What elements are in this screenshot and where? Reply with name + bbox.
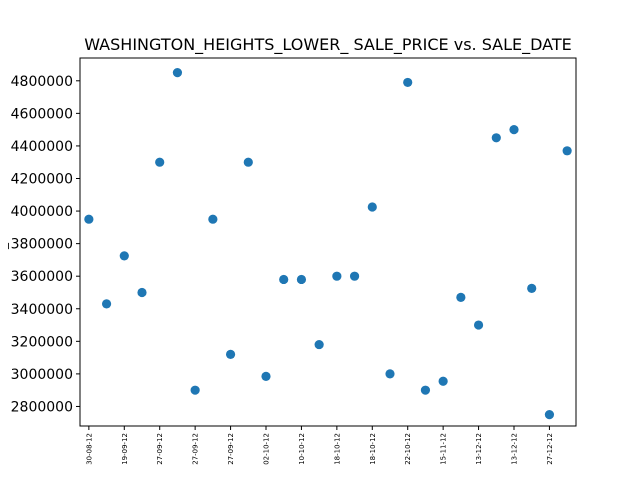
- x-tick-label: 18-10-12: [369, 433, 377, 465]
- data-point: [491, 133, 501, 143]
- y-tick-label: 2800000: [11, 399, 73, 415]
- data-point: [544, 410, 555, 420]
- data-point: [190, 385, 200, 395]
- y-tick-label: 4600000: [11, 106, 73, 122]
- x-tick-label: 13-12-12: [475, 433, 483, 465]
- y-tick-label: 3200000: [11, 334, 73, 350]
- y-ticks: 2800000 3000000 3200000 3400000 3600000 38000…: [11, 74, 80, 415]
- x-tick-label: 22-10-12: [404, 433, 412, 465]
- data-point: [261, 371, 271, 381]
- x-tick-label: 19-09-12: [121, 433, 129, 465]
- data-point: [438, 376, 448, 386]
- data-point: [473, 320, 484, 330]
- data-point: [155, 157, 165, 167]
- data-point: [562, 146, 572, 156]
- x-tick-label: 18-10-12: [333, 433, 341, 465]
- y-tick-label: 3400000: [11, 302, 73, 318]
- y-tick-label: 4000000: [11, 204, 73, 220]
- data-point: [101, 299, 112, 309]
- y-tick-label: 4400000: [11, 139, 73, 155]
- x-tick-label: 15-11-12: [440, 433, 448, 465]
- data-point: [527, 283, 537, 294]
- x-tick-label: 27-09-12: [227, 433, 235, 465]
- x-tick-label: 02-10-12: [263, 433, 271, 465]
- data-point: [172, 68, 183, 78]
- data-point: [119, 251, 129, 261]
- x-tick-label: 10-10-12: [298, 433, 306, 465]
- data-point: [367, 202, 377, 212]
- data-point: [296, 274, 307, 285]
- data-point: [403, 77, 413, 88]
- y-tick-label: 3600000: [11, 269, 73, 285]
- data-point: [208, 214, 218, 224]
- data-point: [225, 349, 236, 359]
- data-point: [84, 214, 94, 224]
- x-ticks: 30-08-12 19-09-12 27-09-12 27-09-12 27-09-12…: [85, 426, 554, 465]
- data-point: [314, 339, 324, 350]
- data-point: [509, 125, 519, 135]
- data-point: [137, 287, 147, 298]
- data-point: [279, 274, 289, 285]
- y-axis-label: _: [0, 242, 9, 250]
- data-point: [243, 157, 253, 167]
- x-tick-label: 27-12-12: [546, 433, 554, 465]
- y-tick-label: 3000000: [11, 367, 73, 383]
- x-tick-label: 30-08-12: [85, 433, 93, 465]
- plot-area-frame: [79, 57, 577, 427]
- y-tick-label: 4800000: [11, 74, 73, 90]
- y-tick-label: 4200000: [11, 171, 73, 187]
- y-tick-label: 3800000: [11, 237, 73, 253]
- data-point: [349, 271, 360, 281]
- chart-title: WASHINGTON_HEIGHTS_LOWER_ SALE_PRICE vs.…: [84, 35, 572, 55]
- x-tick-label: 27-09-12: [156, 433, 164, 465]
- x-tick-label: 27-09-12: [192, 433, 200, 465]
- data-point: [385, 369, 395, 379]
- x-tick-label: 13-12-12: [511, 433, 519, 465]
- points-layer: [84, 68, 572, 420]
- data-point: [420, 385, 431, 395]
- data-point: [332, 271, 342, 281]
- data-point: [456, 292, 466, 302]
